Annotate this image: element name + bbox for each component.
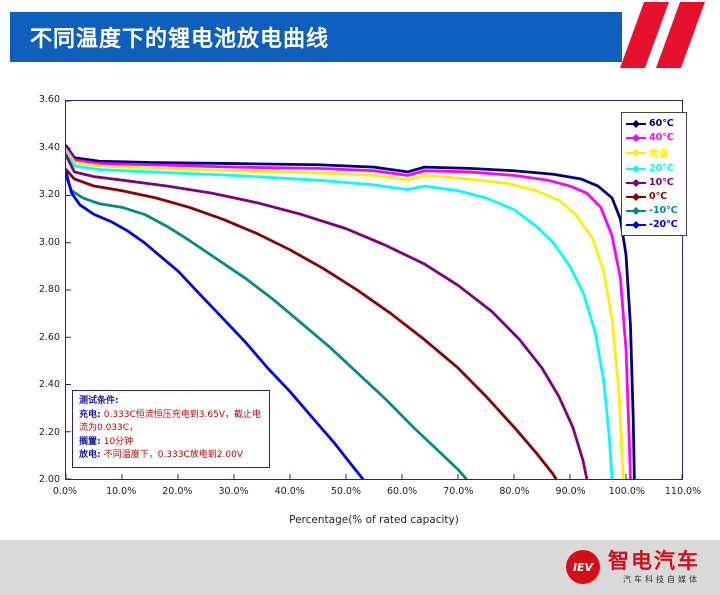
legend-item: 60℃: [626, 118, 682, 129]
x-tick-label: 10.0%: [106, 486, 137, 497]
series-line: [66, 168, 558, 479]
footer: IEV 智电汽车 汽车科技自媒体: [0, 540, 720, 595]
legend-item: 10℃: [626, 177, 682, 188]
test-condition-line: 测试条件:: [79, 396, 119, 406]
x-axis-title: Percentage(% of rated capacity): [289, 514, 459, 526]
test-condition-line: 放电: 不同温度下，0.333C放电到2.00V: [79, 450, 243, 460]
series-line: [66, 175, 468, 479]
iev-logo-text: IEV: [572, 560, 594, 574]
legend-marker-icon: [626, 220, 646, 229]
legend-label: 40℃: [649, 132, 674, 143]
discharge-curves-svg: [66, 101, 682, 479]
page-title: 不同温度下的锂电池放电曲线: [30, 27, 330, 52]
x-tick-label: 50.0%: [330, 486, 361, 497]
brand-name: 智电汽车: [608, 548, 700, 573]
legend-marker-icon: [626, 164, 646, 173]
y-tick-label: 2.40: [38, 379, 60, 390]
x-tick-label: 40.0%: [274, 486, 305, 497]
legend-item: -20℃: [626, 219, 682, 230]
iev-logo-icon: IEV: [566, 550, 600, 585]
legend-marker-icon: [626, 206, 646, 215]
y-tick-label: 3.20: [38, 189, 60, 200]
y-tick-label: 3.60: [38, 94, 60, 105]
legend-marker-icon: [626, 133, 646, 142]
title-bar: 不同温度下的锂电池放电曲线: [10, 12, 622, 62]
y-tick-label: 3.00: [38, 236, 60, 248]
legend-label: 常温: [649, 149, 669, 160]
legend-label: 10℃: [649, 177, 674, 188]
y-tick-label: 2.60: [38, 331, 60, 343]
legend-item: 0℃: [626, 191, 682, 202]
series-line: [66, 151, 614, 479]
series-line: [66, 146, 632, 479]
legend-label: 20℃: [649, 163, 674, 174]
y-tick-label: 2.20: [38, 426, 60, 438]
legend-marker-icon: [626, 192, 646, 201]
x-tick-label: 0.0%: [52, 486, 78, 497]
x-tick-label: 20.0%: [162, 486, 193, 497]
y-tick-label: 3.40: [38, 141, 60, 153]
legend-item: 20℃: [626, 163, 682, 174]
x-tick-label: 90.0%: [555, 486, 586, 497]
legend-marker-icon: [626, 119, 646, 128]
series-line: [66, 149, 625, 479]
legend-label: 60℃: [649, 118, 674, 129]
x-tick-label: 110.0%: [664, 486, 702, 497]
brand-logo: IEV 智电汽车 汽车科技自媒体: [566, 550, 700, 585]
x-tick-label: 80.0%: [499, 486, 530, 497]
legend-marker-icon: [626, 178, 646, 187]
series-line: [66, 170, 365, 479]
legend-label: -10℃: [649, 205, 678, 216]
test-conditions-box: 测试条件: 充电: 0.333C恒流恒压充电到3.65V，截止电流为0.033C…: [72, 390, 270, 468]
test-condition-line: 充电: 0.333C恒流恒压充电到3.65V，截止电流为0.033C，: [79, 409, 261, 434]
legend-item: -10℃: [626, 205, 682, 216]
x-tick-label: 100.0%: [608, 486, 645, 497]
legend: 60℃ 40℃ 常温 20℃ 10℃ 0℃ -10℃ -20℃: [621, 112, 687, 236]
legend-label: 0℃: [649, 191, 668, 202]
series-line: [66, 144, 636, 479]
series-line: [66, 153, 589, 479]
y-tick-label: 2.80: [38, 284, 60, 295]
x-tick-label: 60.0%: [386, 486, 418, 497]
brand-tagline: 汽车科技自媒体: [623, 575, 700, 585]
test-condition-line: 搁置: 10分钟: [79, 436, 134, 447]
y-tick-label: 2.00: [38, 474, 60, 485]
x-tick-label: 30.0%: [218, 486, 249, 497]
legend-marker-icon: [626, 149, 646, 157]
legend-item: 常温: [626, 146, 682, 160]
legend-item: 40℃: [626, 132, 682, 143]
legend-label: -20℃: [649, 219, 678, 230]
x-tick-label: 70.0%: [443, 486, 474, 497]
